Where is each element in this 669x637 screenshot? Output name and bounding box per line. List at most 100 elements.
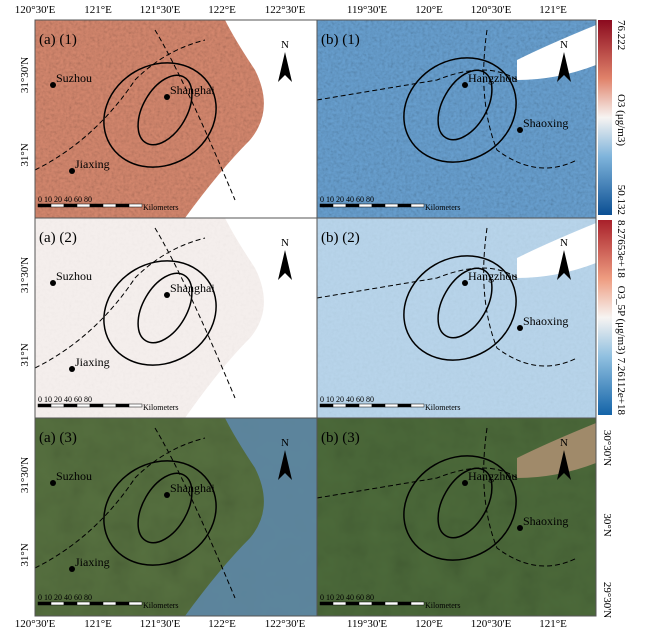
city-label: Shaoxing: [523, 116, 568, 130]
scale-segment: [90, 404, 103, 407]
longitude-label: 120°30'E: [15, 618, 56, 630]
scale-segment: [385, 602, 398, 605]
longitude-label: 122°E: [208, 4, 236, 16]
north-label: N: [560, 237, 568, 249]
colorbar-max: 76.222: [615, 20, 627, 50]
north-label: N: [560, 437, 568, 449]
city-label: Shanghai: [170, 481, 215, 495]
city-label: Shaoxing: [523, 514, 568, 528]
longitude-label: 121°30'E: [140, 4, 181, 16]
scale-segment: [346, 404, 359, 407]
scale-segment: [51, 602, 64, 605]
scale-segment: [346, 204, 359, 207]
scale-segment: [359, 404, 372, 407]
scale-unit: Kilometers: [143, 601, 179, 610]
city-label: Jiaxing: [75, 355, 110, 369]
longitude-label: 120°E: [415, 4, 443, 16]
panel-label: (a) (3): [39, 430, 77, 446]
scale-segment: [103, 204, 116, 207]
scale-ticks: 0 10 20 40 60 80: [320, 395, 374, 404]
scale-segment: [346, 602, 359, 605]
scale-segment: [77, 204, 90, 207]
scale-segment: [398, 602, 411, 605]
north-label: N: [281, 437, 289, 449]
scale-segment: [359, 602, 372, 605]
scale-segment: [411, 404, 424, 407]
city-label: Jiaxing: [75, 555, 110, 569]
longitude-label: 121°E: [539, 4, 567, 16]
scale-segment: [51, 404, 64, 407]
map-panel: (b) (2) Hangzhou Shaoxing N 0 10 20 40 60 80…: [317, 218, 596, 418]
scale-segment: [64, 602, 77, 605]
colorbar-min: 7.26112e+18: [615, 358, 627, 416]
map-panel: (a) (1)SuzhouShanghaiJiaxingN0 10 20 40 …: [35, 20, 317, 218]
latitude-label: 31°N: [19, 143, 31, 166]
scale-segment: [77, 602, 90, 605]
latitude-label: 30°N: [601, 513, 613, 536]
scale-segment: [38, 204, 51, 207]
longitude-label: 121°E: [84, 618, 112, 630]
colorbar-title: O3_5P (μg/m3): [615, 286, 627, 355]
latitude-label: 31°30'N: [19, 257, 31, 293]
scale-segment: [359, 204, 372, 207]
panel-label: (b) (3): [321, 430, 360, 446]
scale-unit: Kilometers: [143, 403, 179, 412]
colorbar-max: 8.27653e+18: [615, 220, 627, 278]
scale-segment: [320, 602, 333, 605]
city-label: Suzhou: [56, 469, 92, 483]
scale-segment: [398, 204, 411, 207]
city-label: Hangzhou: [468, 71, 517, 85]
scale-segment: [320, 204, 333, 207]
north-label: N: [281, 237, 289, 249]
scale-segment: [103, 602, 116, 605]
latitude-label: 29°30'N: [601, 582, 613, 618]
city-label: Hangzhou: [468, 469, 517, 483]
city-label: Suzhou: [56, 71, 92, 85]
longitude-label: 120°30'E: [471, 4, 512, 16]
scale-segment: [116, 404, 129, 407]
map-panel: (b) (1)HangzhouShaoxingN0 10 20 40 60 80…: [317, 20, 596, 218]
longitude-label: 119°30'E: [347, 618, 387, 630]
longitude-label: 122°30'E: [265, 4, 306, 16]
scale-unit: Kilometers: [425, 601, 461, 610]
colorbar: [598, 220, 612, 415]
scale-unit: Kilometers: [425, 403, 461, 412]
longitude-label: 122°30'E: [265, 618, 306, 630]
panel-label: (b) (2): [321, 230, 360, 246]
scale-unit: Kilometers: [143, 203, 179, 212]
scale-segment: [116, 204, 129, 207]
panel-label: (a) (1): [39, 32, 77, 48]
scale-segment: [64, 404, 77, 407]
scale-segment: [385, 404, 398, 407]
scale-segment: [333, 404, 346, 407]
longitude-label: 120°30'E: [471, 618, 512, 630]
scale-segment: [398, 404, 411, 407]
scale-segment: [38, 404, 51, 407]
scale-segment: [116, 602, 129, 605]
city-label: Shaoxing: [523, 314, 568, 328]
colorbar-min: 50.132: [615, 185, 627, 215]
city-label: Jiaxing: [75, 157, 110, 171]
scale-segment: [385, 204, 398, 207]
scale-segment: [90, 602, 103, 605]
scale-ticks: 0 10 20 40 60 80: [38, 395, 92, 404]
city-label: Shanghai: [170, 281, 215, 295]
latitude-label: 31°30'N: [19, 457, 31, 493]
north-label: N: [281, 39, 289, 51]
scale-segment: [90, 204, 103, 207]
north-label: N: [560, 39, 568, 51]
scale-segment: [77, 404, 90, 407]
city-label: Suzhou: [56, 269, 92, 283]
scale-segment: [372, 602, 385, 605]
scale-ticks: 0 10 20 40 60 80: [320, 195, 374, 204]
latitude-label: 31°N: [19, 543, 31, 566]
map-panel: (a) (2)SuzhouShanghaiJiaxingN0 10 20 40 …: [35, 218, 317, 418]
scale-segment: [333, 204, 346, 207]
city-label: Hangzhou: [468, 269, 517, 283]
scale-segment: [51, 204, 64, 207]
scale-segment: [320, 404, 333, 407]
scale-segment: [38, 602, 51, 605]
longitude-label: 121°30'E: [140, 618, 181, 630]
latitude-label: 31°N: [19, 343, 31, 366]
